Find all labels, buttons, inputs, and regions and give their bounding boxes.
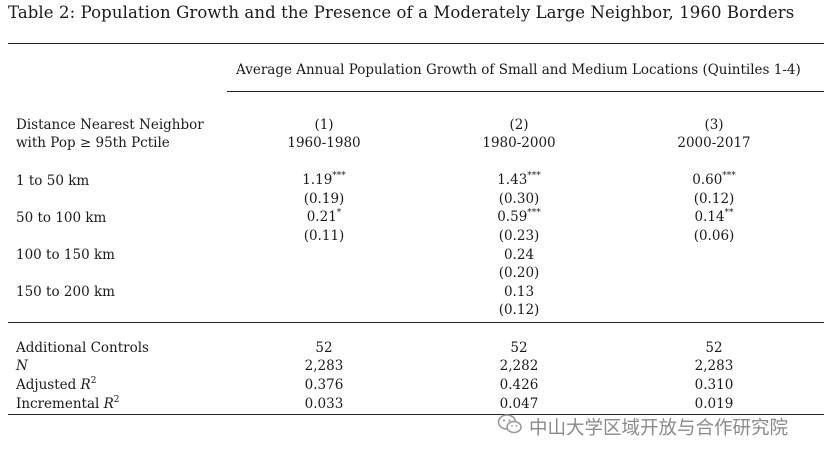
col-period-1: 1960-1980	[287, 135, 361, 151]
stat-label: Incremental R2	[16, 394, 120, 412]
coef-cell: 0.21*	[306, 207, 342, 225]
coef-cell: 0.24	[503, 247, 535, 263]
stat-label: Adjusted R2	[16, 375, 97, 393]
stub-header-line1: Distance Nearest Neighbor	[16, 117, 204, 133]
coef-cell: 1.43***	[497, 170, 541, 188]
se-cell: (0.20)	[498, 265, 540, 281]
super-header: Average Annual Population Growth of Smal…	[236, 62, 801, 78]
se-cell: (0.23)	[498, 228, 540, 244]
mid-rule	[8, 322, 824, 323]
col-period-2: 1980-2000	[482, 135, 556, 151]
stat-cell: 2,282	[499, 358, 539, 374]
stat-cell: 2,283	[694, 358, 734, 374]
stat-cell: 0.019	[694, 396, 734, 412]
stat-cell: 52	[705, 340, 723, 356]
se-cell: (0.12)	[693, 191, 735, 207]
col-number-2: (2)	[509, 117, 529, 133]
se-cell: (0.06)	[693, 228, 735, 244]
se-cell: (0.30)	[498, 191, 540, 207]
row-label: 1 to 50 km	[16, 173, 90, 189]
top-rule	[8, 43, 824, 44]
bottom-rule	[8, 414, 824, 415]
super-header-rule	[227, 91, 824, 92]
stat-label: N	[16, 358, 28, 374]
se-cell: (0.19)	[303, 191, 345, 207]
coef-cell: 1.19***	[302, 170, 346, 188]
stat-cell: 2,283	[304, 358, 344, 374]
stat-cell: 0.426	[499, 377, 539, 393]
col-number-3: (3)	[704, 117, 724, 133]
coef-cell: 0.13	[503, 284, 535, 300]
stat-cell: 0.310	[694, 377, 734, 393]
stat-cell: 0.033	[304, 396, 344, 412]
watermark: 中山大学区域开放与合作研究院	[497, 413, 788, 440]
stat-cell: 52	[315, 340, 333, 356]
row-label: 50 to 100 km	[16, 210, 107, 226]
stat-cell: 0.047	[499, 396, 539, 412]
col-period-3: 2000-2017	[677, 135, 751, 151]
stat-label: Additional Controls	[16, 340, 149, 356]
stat-cell: 0.376	[304, 377, 344, 393]
col-number-1: (1)	[314, 117, 334, 133]
coef-cell: 0.60***	[692, 170, 736, 188]
se-cell: (0.12)	[498, 302, 540, 318]
row-label: 150 to 200 km	[16, 284, 115, 300]
se-cell: (0.11)	[303, 228, 345, 244]
row-label: 100 to 150 km	[16, 247, 115, 263]
table-caption: Table 2: Population Growth and the Prese…	[8, 3, 795, 22]
stub-header-line2: with Pop ≥ 95th Pctile	[16, 135, 170, 151]
coef-cell: 0.14**	[694, 207, 734, 225]
wechat-icon	[497, 413, 523, 440]
coef-cell: 0.59***	[497, 207, 541, 225]
watermark-text: 中山大学区域开放与合作研究院	[529, 417, 789, 439]
stat-cell: 52	[510, 340, 528, 356]
